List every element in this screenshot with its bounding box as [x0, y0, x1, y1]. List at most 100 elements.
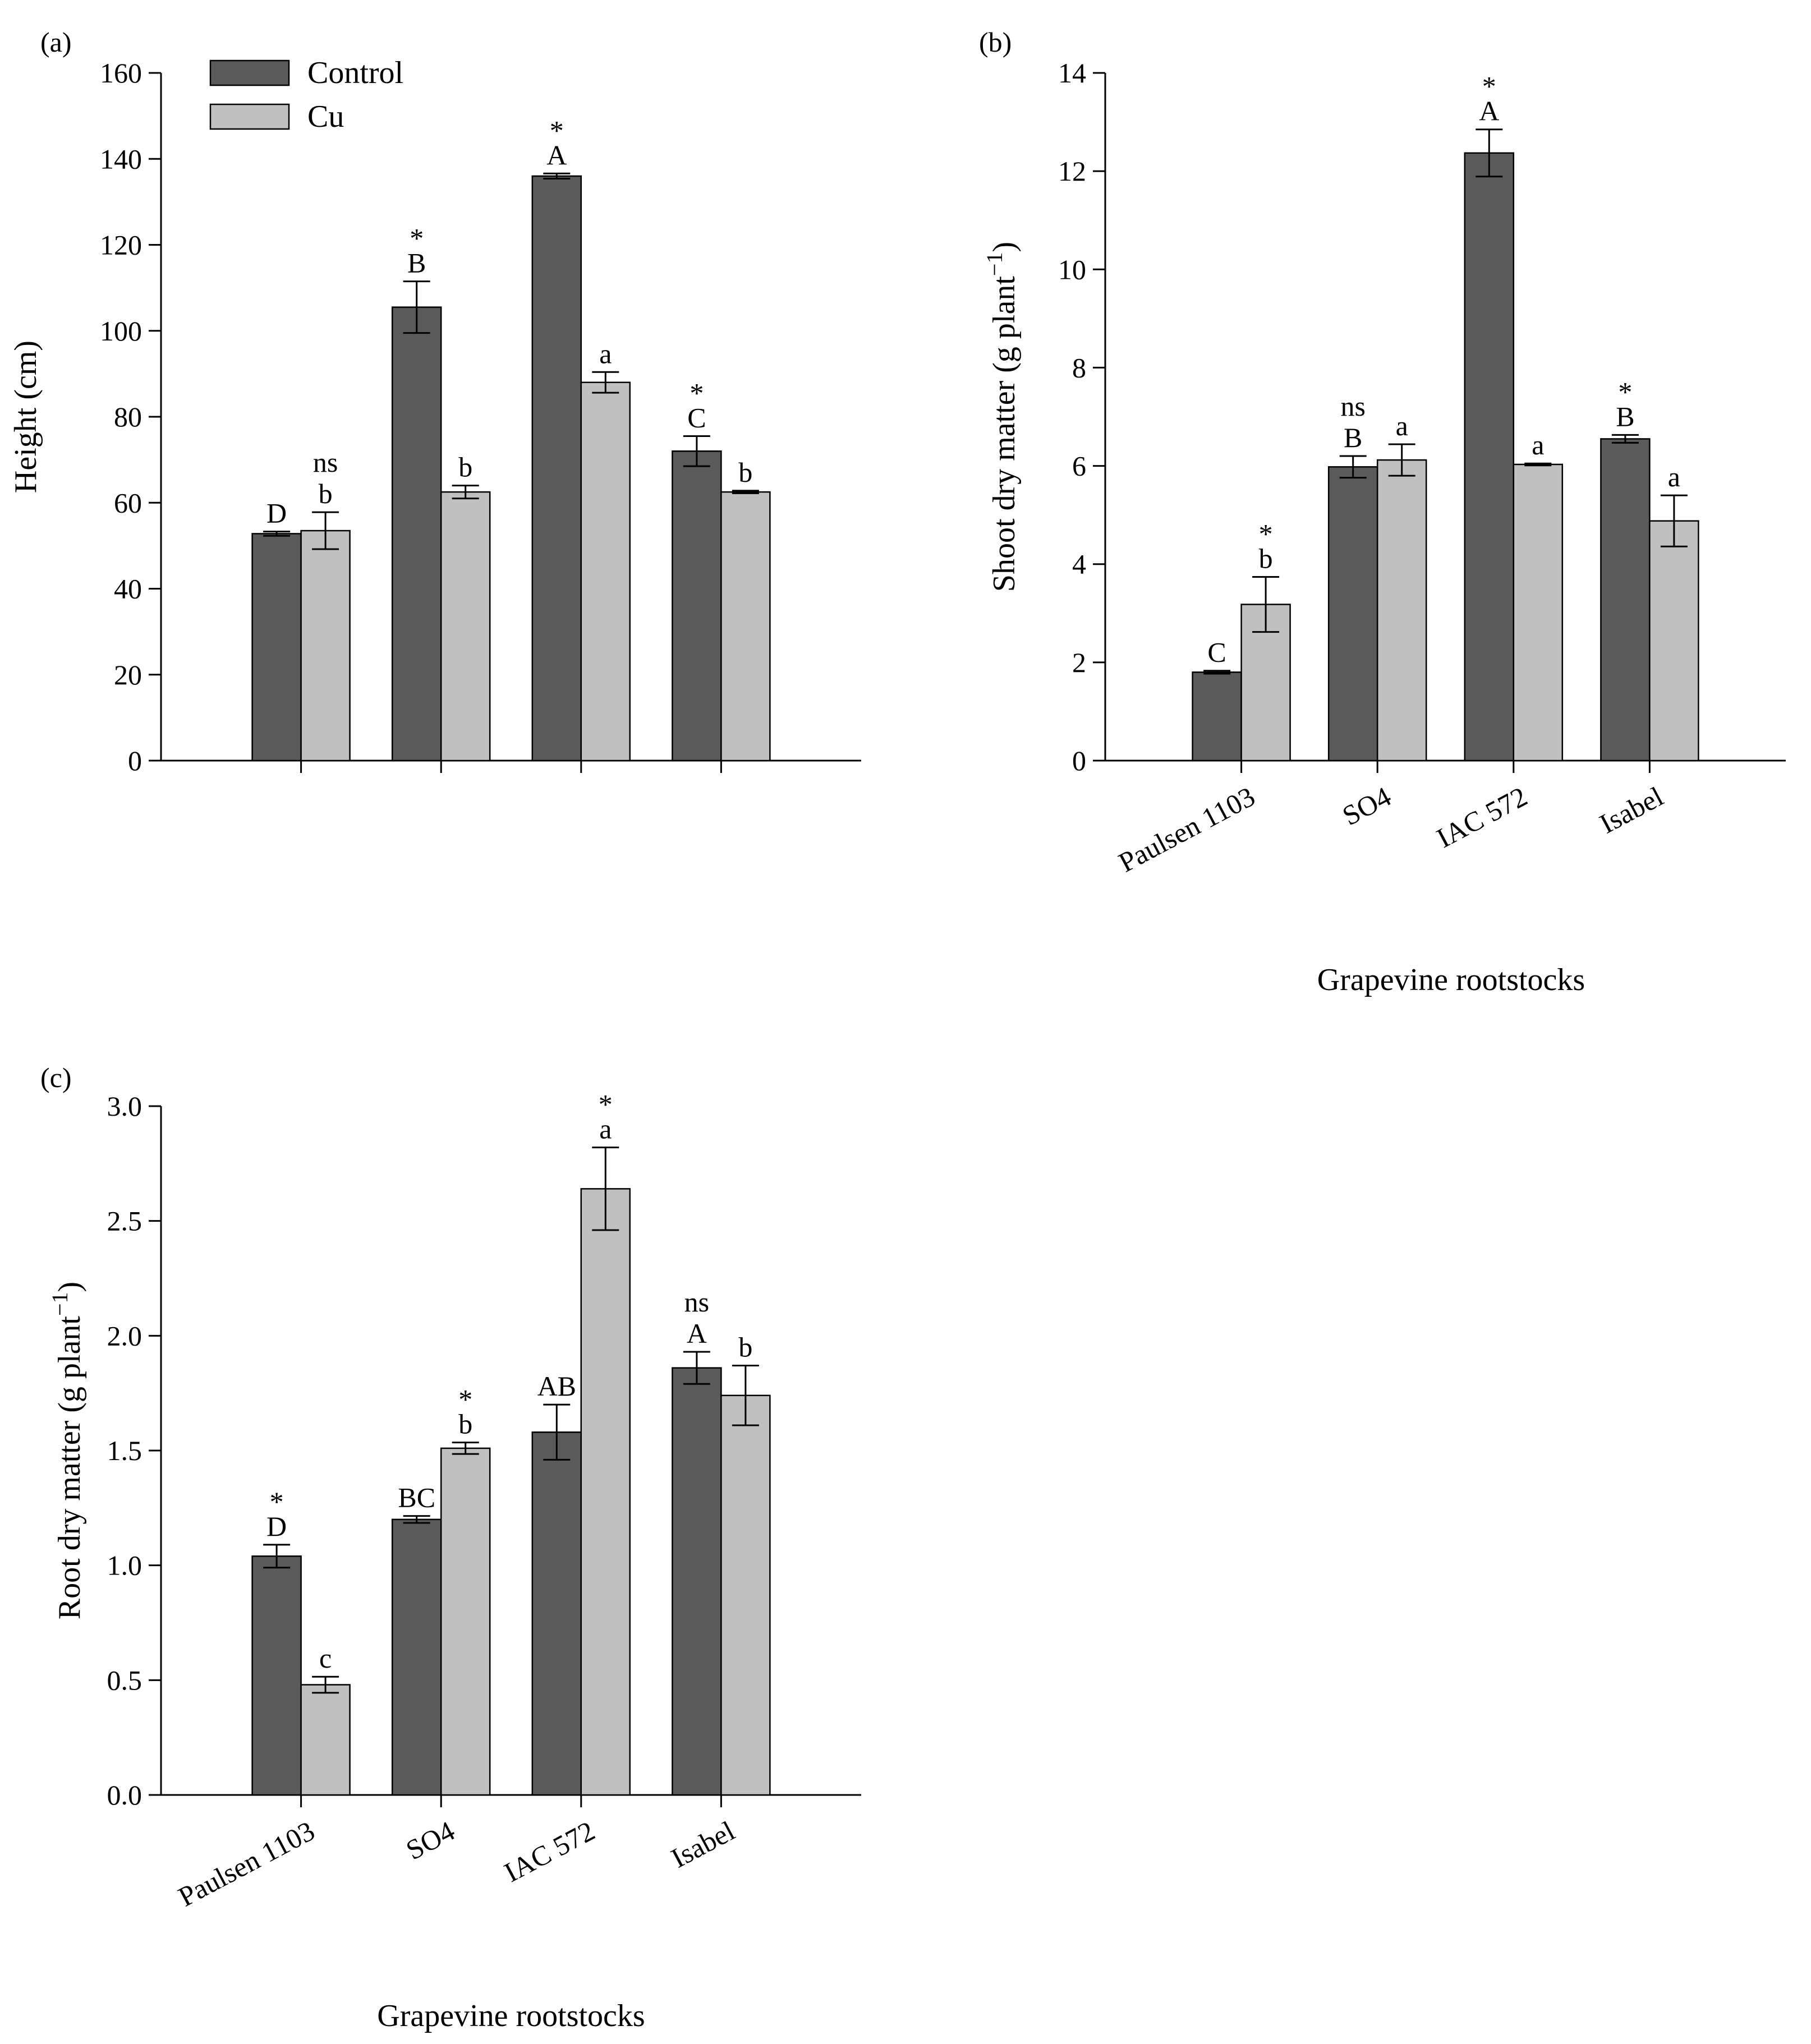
significance-ns: ns: [313, 446, 338, 478]
significance-ns: ns: [684, 1286, 709, 1318]
y-tick-label: 0: [1072, 745, 1086, 776]
bar-cu-2: [1513, 463, 1564, 762]
y-tick-label: 2: [1072, 647, 1086, 678]
y-tick-label: 1.0: [107, 1550, 143, 1581]
y-tick-label: 0: [128, 745, 142, 776]
significance-letter: b: [738, 457, 752, 488]
y-tick-label: 120: [100, 229, 142, 261]
legend-swatch-control: [209, 59, 290, 86]
significance-letter: A: [687, 1318, 707, 1349]
y-axis-title: Height (cm): [8, 340, 43, 493]
bar-cu-2: [580, 1188, 631, 1796]
y-axis-title: Root dry matter (g plant−1): [47, 1282, 87, 1619]
significance-letter: c: [319, 1642, 332, 1674]
y-tick-label: 10: [1058, 254, 1086, 285]
bar-control-1: [1327, 466, 1378, 762]
bar-cu-3: [720, 491, 771, 762]
significance-letter: a: [1532, 429, 1544, 461]
bar-control-0: [251, 1555, 302, 1796]
significance-asterisk: *: [1482, 71, 1496, 102]
y-tick-label: 6: [1072, 450, 1086, 482]
y-tick-label: 80: [114, 401, 142, 432]
y-tick-label: 0.0: [107, 1779, 143, 1811]
bar-control-2: [531, 175, 582, 762]
y-tick-label: 2.5: [107, 1205, 143, 1237]
significance-letter: B: [1616, 400, 1634, 432]
panel-letter: (b): [979, 26, 1012, 58]
significance-letter: C: [687, 402, 706, 433]
significance-asterisk: *: [550, 114, 564, 146]
panel-letter: (c): [40, 1062, 72, 1093]
significance-asterisk: *: [599, 1089, 613, 1120]
chart-panel-2: (c) 0.0 0.5 1.0 1.5 2.0 2.5 3.0 Root dry matter …: [40, 1062, 861, 2033]
bar-cu-0: [300, 530, 351, 762]
y-tick-label: 160: [100, 57, 142, 89]
significance-letter: C: [1207, 637, 1226, 668]
significance-letter: A: [546, 139, 567, 171]
significance-letter: b: [738, 1332, 752, 1363]
y-tick-label: 0.5: [107, 1664, 143, 1696]
y-tick-label: 60: [114, 487, 142, 518]
y-tick-label: 1.5: [107, 1435, 143, 1466]
significance-letter: B: [407, 247, 426, 279]
y-tick-label: 14: [1058, 57, 1086, 89]
bar-cu-0: [300, 1684, 351, 1796]
bar-control-0: [1192, 671, 1242, 762]
significance-letter: a: [599, 1113, 612, 1145]
y-tick-label: 140: [100, 143, 142, 174]
significance-letter: b: [458, 1408, 472, 1440]
bar-cu-1: [440, 491, 491, 762]
significance-letter: a: [1668, 461, 1680, 492]
bar-cu-1: [440, 1447, 491, 1796]
significance-letter: A: [1479, 95, 1499, 127]
bar-control-2: [531, 1431, 582, 1796]
x-axis-title: Grapevine rootstocks: [377, 1999, 645, 2033]
chart-panel-1: (b) 0 2 4 6 8 10 12 14 Shoot dry matter (g plant−…: [979, 26, 1786, 997]
significance-letter: b: [458, 452, 472, 483]
significance-letter: D: [266, 1511, 287, 1542]
significance-letter: AB: [537, 1370, 576, 1402]
significance-letter: a: [1396, 410, 1408, 441]
panel-letter: (a): [40, 26, 72, 58]
y-tick-label: 8: [1072, 352, 1086, 383]
significance-asterisk: *: [270, 1486, 284, 1517]
significance-asterisk: *: [458, 1384, 472, 1415]
y-tick-label: 12: [1058, 155, 1086, 187]
legend-swatch-cu: [209, 103, 290, 130]
y-tick-label: 2.0: [107, 1320, 143, 1351]
legend-label-control: Control: [307, 56, 403, 90]
bar-control-3: [672, 1367, 722, 1796]
y-tick-label: 100: [100, 315, 142, 347]
bar-control-2: [1464, 152, 1515, 762]
bar-control-1: [391, 306, 442, 762]
bar-control-1: [391, 1518, 442, 1796]
y-tick-label: 20: [114, 659, 142, 690]
y-tick-label: 3.0: [107, 1090, 143, 1122]
legend-label-cu: Cu: [307, 99, 344, 134]
significance-letter: a: [599, 338, 612, 369]
bar-control-0: [251, 533, 302, 762]
bar-cu-3: [720, 1394, 771, 1796]
significance-ns: ns: [1340, 390, 1365, 422]
significance-asterisk: *: [410, 223, 424, 254]
bar-control-3: [1600, 438, 1651, 762]
significance-letter: D: [266, 498, 287, 529]
y-tick-label: 4: [1072, 549, 1086, 580]
significance-letter: b: [319, 478, 333, 509]
y-tick-label: 40: [114, 573, 142, 605]
bar-control-3: [672, 450, 722, 762]
x-axis-title: Grapevine rootstocks: [1317, 963, 1585, 997]
significance-asterisk: *: [690, 377, 704, 408]
significance-letter: BC: [398, 1482, 435, 1513]
bar-cu-2: [580, 381, 631, 762]
significance-letter: B: [1344, 422, 1362, 453]
bar-cu-1: [1376, 459, 1427, 762]
bar-cu-3: [1649, 520, 1699, 762]
significance-letter: b: [1259, 542, 1273, 574]
significance-asterisk: *: [1618, 376, 1632, 407]
significance-asterisk: *: [1259, 518, 1273, 549]
y-axis-title: Shoot dry matter (g plant−1): [982, 242, 1022, 592]
